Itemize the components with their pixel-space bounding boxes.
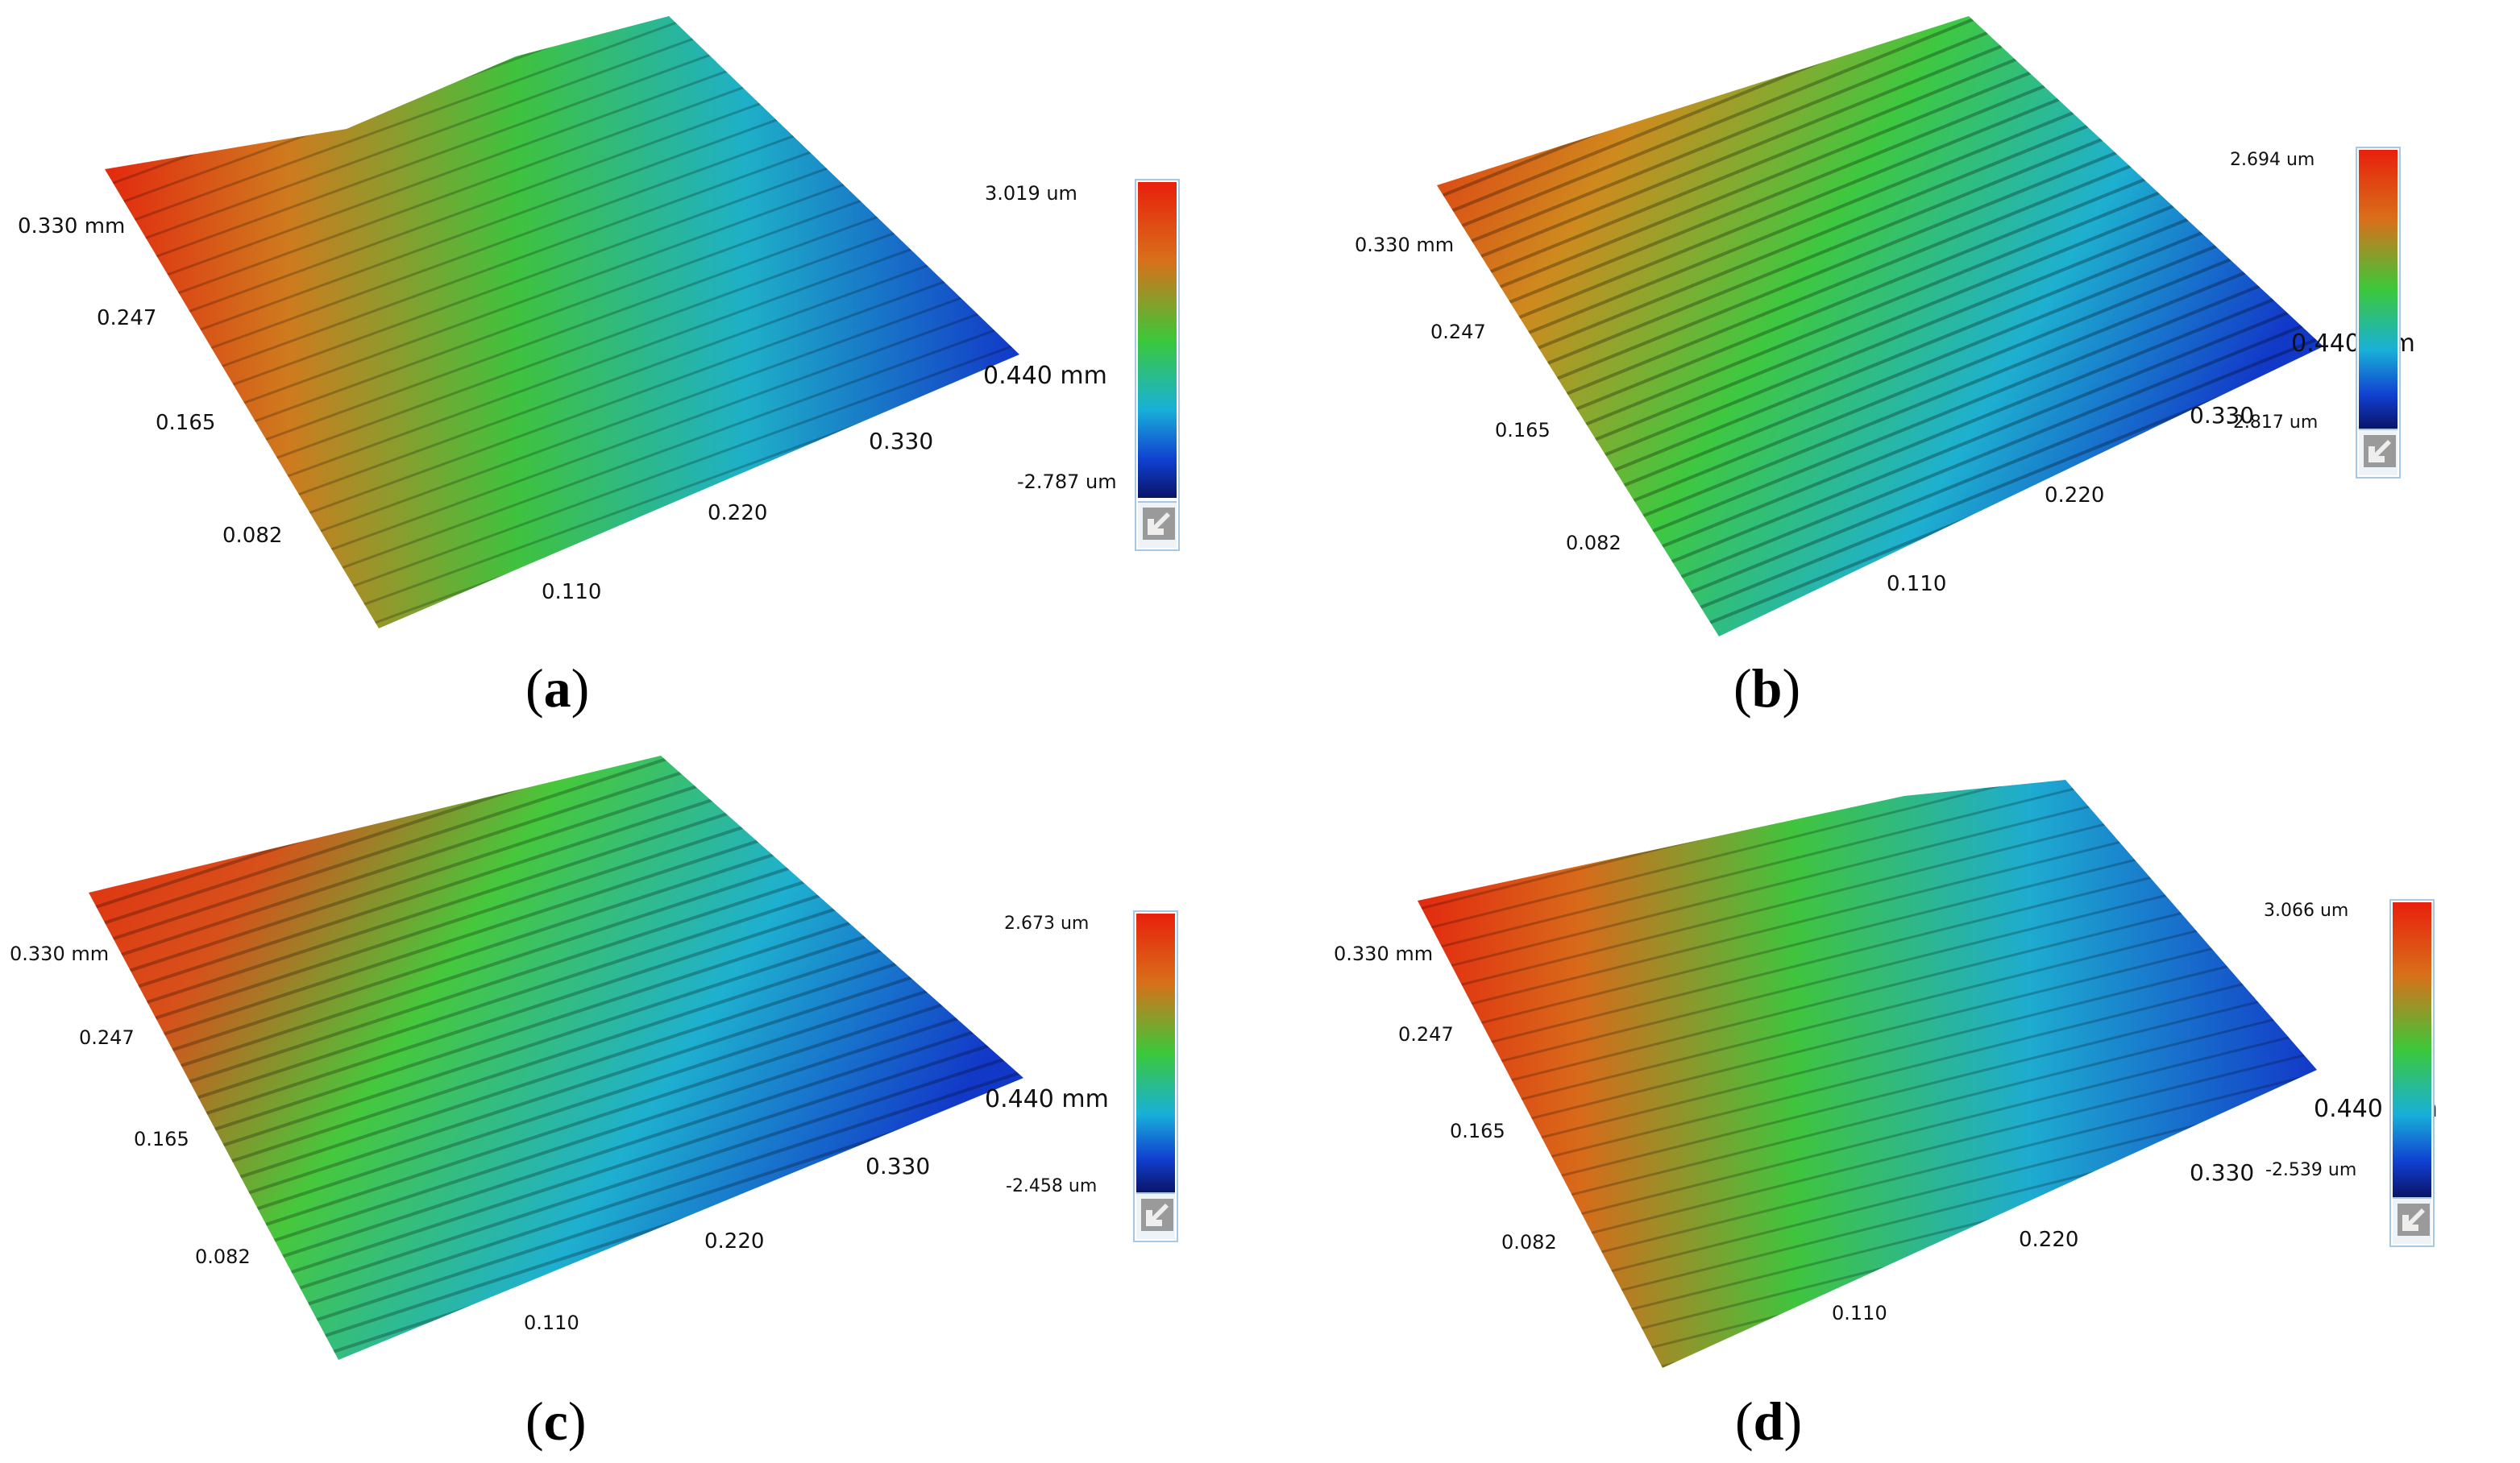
y-label-247: 0.247 bbox=[79, 1026, 135, 1049]
surface-plot-d bbox=[1418, 780, 2317, 1368]
scale-max-label: 3.066 um bbox=[2264, 901, 2349, 921]
y-label-165: 0.165 bbox=[134, 1128, 189, 1150]
scale-max-label: 3.019 um bbox=[985, 182, 1077, 205]
x-label-220: 0.220 bbox=[708, 501, 768, 525]
scale-max-label: 2.673 um bbox=[1004, 914, 1090, 934]
surface-plot-c bbox=[89, 756, 1023, 1360]
scale-min-label: -2.458 um bbox=[1006, 1176, 1098, 1196]
caption-b: (b) bbox=[1733, 657, 1801, 719]
color-scale-button[interactable] bbox=[2359, 429, 2398, 475]
y-label-330: 0.330 mm bbox=[1334, 943, 1434, 965]
y-label-330: 0.330 mm bbox=[18, 214, 126, 238]
arrow-down-left-icon bbox=[1143, 508, 1175, 540]
colorbar-gradient bbox=[1136, 914, 1175, 1192]
arrow-down-left-icon bbox=[2398, 1204, 2430, 1236]
colorbar-gradient bbox=[2359, 150, 2398, 429]
y-label-247: 0.247 bbox=[1398, 1023, 1454, 1046]
y-label-082: 0.082 bbox=[222, 524, 283, 548]
x-label-440: 0.440 mm bbox=[983, 362, 1107, 390]
y-label-330: 0.330 mm bbox=[1355, 234, 1455, 256]
colorbar-gradient bbox=[2393, 902, 2431, 1197]
surface-plot-b bbox=[1437, 16, 2323, 636]
x-label-110: 0.110 bbox=[1887, 572, 1947, 596]
y-label-330: 0.330 mm bbox=[10, 943, 110, 965]
x-label-330: 0.330 bbox=[2190, 1159, 2255, 1186]
y-label-165: 0.165 bbox=[156, 411, 216, 435]
panel-d: 0.330 mm 0.247 0.165 0.082 0.110 0.220 0… bbox=[1260, 732, 2519, 1463]
caption-a: (a) bbox=[525, 657, 590, 719]
x-label-330: 0.330 bbox=[869, 428, 934, 454]
y-label-165: 0.165 bbox=[1495, 419, 1551, 441]
x-label-330: 0.330 bbox=[2190, 402, 2255, 429]
y-label-165: 0.165 bbox=[1450, 1120, 1505, 1142]
height-colorbar-b bbox=[2356, 147, 2401, 479]
height-colorbar-d bbox=[2389, 899, 2435, 1247]
scale-min-label: -2.817 um bbox=[2227, 412, 2319, 433]
x-label-220: 0.220 bbox=[2045, 483, 2105, 508]
y-label-082: 0.082 bbox=[195, 1245, 251, 1268]
color-scale-button[interactable] bbox=[1136, 1192, 1175, 1239]
x-label-110: 0.110 bbox=[1832, 1302, 1887, 1324]
caption-d: (d) bbox=[1735, 1390, 1803, 1452]
colorbar-gradient bbox=[1138, 182, 1177, 498]
caption-c: (c) bbox=[525, 1390, 587, 1452]
x-label-220: 0.220 bbox=[704, 1229, 765, 1254]
panel-a: 0.330 mm 0.247 0.165 0.082 0.110 0.220 0… bbox=[0, 0, 1260, 732]
arrow-down-left-icon bbox=[2364, 435, 2396, 467]
height-colorbar-c bbox=[1133, 910, 1178, 1242]
color-scale-button[interactable] bbox=[2393, 1197, 2431, 1244]
x-label-110: 0.110 bbox=[524, 1312, 579, 1334]
scale-max-label: 2.694 um bbox=[2230, 150, 2315, 170]
scale-min-label: -2.787 um bbox=[1017, 470, 1117, 493]
color-scale-button[interactable] bbox=[1138, 501, 1177, 548]
surface-plot-a bbox=[105, 16, 1019, 628]
x-label-440: 0.440 mm bbox=[985, 1085, 1109, 1113]
y-label-082: 0.082 bbox=[1501, 1231, 1557, 1254]
y-label-247: 0.247 bbox=[1430, 321, 1486, 343]
y-label-247: 0.247 bbox=[97, 306, 157, 330]
x-label-220: 0.220 bbox=[2019, 1228, 2079, 1252]
scale-min-label: -2.539 um bbox=[2265, 1160, 2357, 1180]
panel-b: 0.330 mm 0.247 0.165 0.082 0.110 0.220 0… bbox=[1260, 0, 2519, 732]
x-label-330: 0.330 bbox=[866, 1153, 931, 1179]
arrow-down-left-icon bbox=[1141, 1199, 1173, 1231]
x-label-110: 0.110 bbox=[542, 580, 602, 604]
y-label-082: 0.082 bbox=[1566, 532, 1621, 554]
panel-c: 0.330 mm 0.247 0.165 0.082 0.110 0.220 0… bbox=[0, 732, 1260, 1463]
height-colorbar-a bbox=[1135, 179, 1180, 551]
